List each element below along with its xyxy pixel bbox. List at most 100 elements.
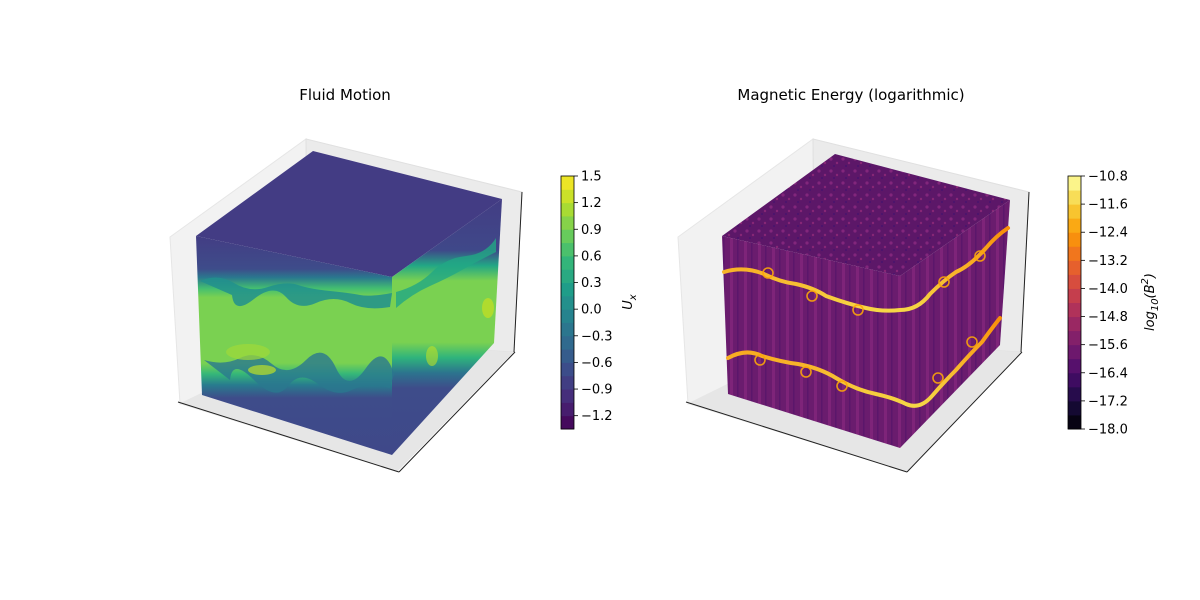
vortex-5 xyxy=(974,250,986,262)
colorbar-left-swatch xyxy=(561,402,574,417)
colorbar-left-swatch xyxy=(561,335,574,350)
colorbar-right-swatch xyxy=(1068,344,1081,360)
colorbar-right-swatch xyxy=(1068,400,1081,416)
eddy-left-2 xyxy=(248,365,276,375)
colorbar-right-swatch xyxy=(1068,316,1081,332)
volume-left xyxy=(196,151,502,455)
colorbar-left-tick-label: −0.6 xyxy=(581,356,613,371)
colorbar-left-tick-label: 1.2 xyxy=(581,196,602,211)
cube-front-face xyxy=(722,236,900,448)
colorbar-left-tick-label: −0.9 xyxy=(581,383,613,398)
colorbar-left-swatch xyxy=(561,202,574,217)
colorbar-left-tick-label: 0.6 xyxy=(581,249,602,264)
z-axis-line xyxy=(513,191,523,353)
colorbar-right-swatch xyxy=(1068,176,1081,191)
colorbar-left-swatch xyxy=(561,176,574,190)
shear-edge-side xyxy=(396,238,496,308)
colorbar-left-ticks: −1.2 −0.9 −0.6 −0.3 0.0 0.3 0.6 0.9 1.2 1.5 xyxy=(574,170,613,424)
colorbar-right-swatch xyxy=(1068,414,1081,430)
colorbar-left-swatch xyxy=(561,255,574,270)
colorbar-left-swatch xyxy=(561,362,574,377)
x-axis-line xyxy=(177,401,400,473)
colorbar-right-frame xyxy=(1067,175,1082,430)
vortex-7 xyxy=(800,366,812,378)
colorbar-left-swatch xyxy=(561,415,574,430)
colorbar-right-tick-label: −14.8 xyxy=(1088,310,1128,325)
vortex-3 xyxy=(852,304,864,316)
colorbar-left-tick-label: 1.5 xyxy=(581,170,602,185)
colorbar-left: −1.2 −0.9 −0.6 −0.3 0.0 0.3 0.6 0.9 1.2 1.5 Ux xyxy=(560,170,639,430)
colorbar-left-swatch xyxy=(561,242,574,257)
colorbar-right-tick-label: −13.2 xyxy=(1088,254,1128,269)
colorbar-left-swatch xyxy=(561,389,574,403)
colorbar-left-swatch xyxy=(561,215,574,230)
colorbar-right-tick-label: −14.0 xyxy=(1088,282,1128,297)
filament-upper xyxy=(722,226,1010,313)
colorbar-left-swatch xyxy=(561,189,574,204)
colorbar-right-tick-label: −17.2 xyxy=(1088,394,1128,409)
vortex-10 xyxy=(966,336,978,348)
colorbar-left-tick-label: 0.0 xyxy=(581,303,602,318)
chart-title-left: Fluid Motion xyxy=(299,86,391,104)
vortex-4 xyxy=(938,276,950,288)
vortex-9 xyxy=(932,372,944,384)
x-axis-line xyxy=(685,401,908,473)
colorbar-right-swatch xyxy=(1068,288,1081,303)
colorbar-left-swatch xyxy=(561,229,574,244)
colorbar-left-tick-label: 0.9 xyxy=(581,223,602,238)
colorbar-right-ticks: −18.0 −17.2 −16.4 −15.6 −14.8 −14.0 −13.2 −12.4… xyxy=(1081,170,1128,438)
colorbar-right-tick-label: −16.4 xyxy=(1088,366,1128,381)
cube-top-face xyxy=(196,151,502,277)
eddy-left-4 xyxy=(426,346,438,366)
colorbar-right-swatch xyxy=(1068,358,1081,374)
chart-title-right: Magnetic Energy (logarithmic) xyxy=(737,86,964,104)
eddy-left-1 xyxy=(226,344,270,360)
colorbar-left-label: Ux xyxy=(621,294,639,310)
shear-edge-upper xyxy=(200,277,392,309)
vortex-1 xyxy=(762,267,774,279)
colorbar-right-swatch xyxy=(1068,218,1081,233)
colorbar-left-swatch xyxy=(561,309,574,323)
colorbar-right-swatch xyxy=(1068,302,1081,318)
colorbar-right-swatch xyxy=(1068,330,1081,346)
colorbar-right-swatch xyxy=(1068,232,1081,247)
colorbar-right: −18.0 −17.2 −16.4 −15.6 −14.8 −14.0 −13.2 −12.4… xyxy=(1067,170,1161,438)
colorbar-right-swatch xyxy=(1068,204,1081,219)
colorbar-left-swatch xyxy=(561,282,574,297)
colorbar-left-tick-label: 0.3 xyxy=(581,276,602,291)
colorbar-left-swatch xyxy=(561,269,574,284)
vortex-6 xyxy=(754,354,766,366)
y-axis-line xyxy=(906,351,1023,473)
vortex-2 xyxy=(806,290,818,302)
colorbar-right-swatch xyxy=(1068,386,1081,402)
vortex-8 xyxy=(836,380,848,392)
colorbar-left-swatches xyxy=(561,176,574,430)
colorbar-right-tick-label: −15.6 xyxy=(1088,338,1128,353)
cube-side-face xyxy=(900,200,1010,448)
colorbar-right-swatch xyxy=(1068,246,1081,261)
colorbar-left-swatch xyxy=(561,322,574,337)
colorbar-right-label: log10(B2) xyxy=(1140,273,1161,331)
colorbar-right-tick-label: −12.4 xyxy=(1088,226,1128,241)
colorbar-right-swatch xyxy=(1068,372,1081,388)
colorbar-left-swatch xyxy=(561,375,574,390)
colorbar-right-tick-label: −11.6 xyxy=(1088,198,1128,213)
colorbar-right-tick-label: −10.8 xyxy=(1088,170,1128,185)
colorbar-right-swatch xyxy=(1068,190,1081,205)
colorbar-right-swatches xyxy=(1068,176,1081,430)
shear-edge-lower xyxy=(204,352,394,393)
cube-top-face xyxy=(722,154,1010,276)
colorbar-left-tick-label: −1.2 xyxy=(581,409,613,424)
colorbar-right-swatch xyxy=(1068,274,1081,289)
filament-lower xyxy=(726,316,1002,408)
z-axis-line xyxy=(1020,191,1030,353)
colorbar-left-swatch xyxy=(561,295,574,310)
colorbar-left-tick-label: −0.3 xyxy=(581,329,613,344)
eddy-left-3 xyxy=(482,298,494,318)
colorbar-right-tick-label: −18.0 xyxy=(1088,423,1128,438)
volume-right xyxy=(722,154,1010,448)
colorbar-right-swatch xyxy=(1068,260,1081,275)
y-axis-line xyxy=(398,351,516,473)
colorbar-left-swatch xyxy=(561,349,574,363)
